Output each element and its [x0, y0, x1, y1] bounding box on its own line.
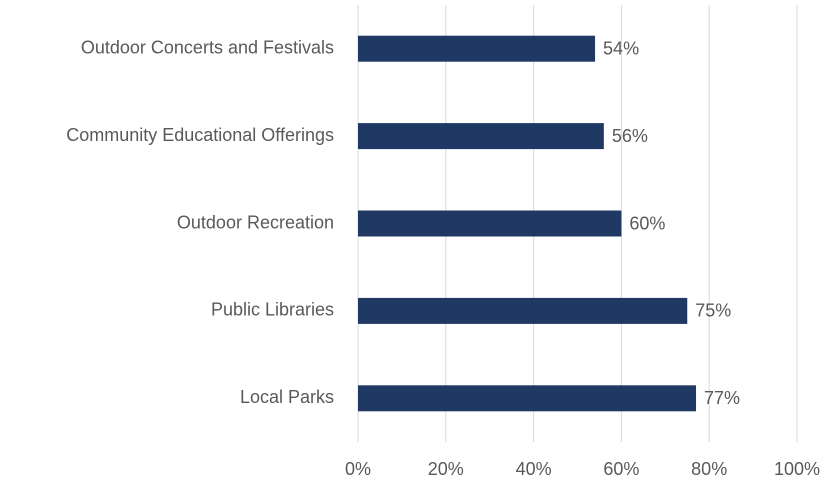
- x-tick-label: 0%: [345, 459, 371, 479]
- x-tick-label: 80%: [691, 459, 727, 479]
- y-tick-label: Community Educational Offerings: [66, 125, 334, 145]
- x-tick-label: 20%: [428, 459, 464, 479]
- x-tick-label: 60%: [603, 459, 639, 479]
- value-label: 56%: [612, 126, 648, 146]
- value-label: 77%: [704, 388, 740, 408]
- bar: [358, 210, 622, 237]
- value-label: 75%: [695, 301, 731, 321]
- bar: [358, 385, 697, 412]
- bar: [358, 297, 688, 324]
- y-tick-label: Public Libraries: [211, 300, 334, 320]
- bar: [358, 35, 596, 62]
- value-label: 54%: [603, 38, 639, 58]
- x-tick-label: 100%: [774, 459, 820, 479]
- y-tick-label: Outdoor Concerts and Festivals: [81, 37, 334, 57]
- y-tick-label: Local Parks: [240, 387, 334, 407]
- y-tick-label: Outdoor Recreation: [177, 212, 334, 232]
- bar: [358, 123, 604, 150]
- value-label: 60%: [629, 213, 665, 233]
- x-tick-label: 40%: [516, 459, 552, 479]
